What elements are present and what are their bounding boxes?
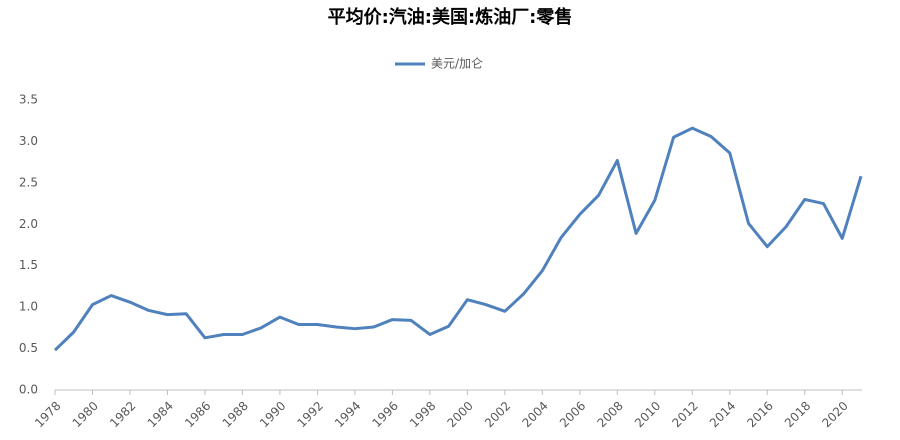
y-tick-label: 0.0 [19,383,38,397]
y-tick-label: 0.5 [19,341,38,355]
y-tick-label: 1.0 [19,300,38,314]
chart-title: 平均价:汽油:美国:炼油厂:零售 [328,6,573,28]
data-line [53,126,863,352]
legend-label: 美元/加仑 [431,57,483,71]
y-tick-label: 2.0 [19,217,38,231]
y-tick-label: 1.5 [19,258,38,272]
y-tick-label: 3.5 [19,93,38,107]
y-tick-label: 3.0 [19,134,38,148]
y-tick-label: 2.5 [19,175,38,189]
